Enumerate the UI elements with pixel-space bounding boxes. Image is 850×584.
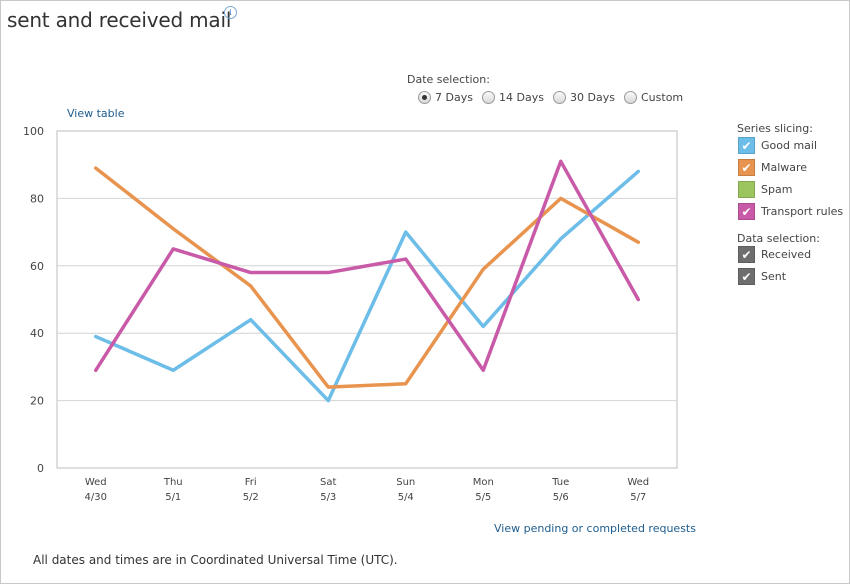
x-tick-label: 5/6 bbox=[553, 492, 569, 503]
legend-sent[interactable]: ✔ Sent bbox=[738, 268, 786, 285]
series-line-malware bbox=[94, 166, 640, 389]
x-tick-label: 5/1 bbox=[165, 492, 181, 503]
series-slicing-label: Series slicing: bbox=[737, 122, 813, 135]
radio-14-days[interactable]: 14 Days bbox=[482, 91, 544, 104]
timezone-note: All dates and times are in Coordinated U… bbox=[33, 553, 398, 567]
legend-good-mail[interactable]: ✔ Good mail bbox=[738, 137, 817, 154]
y-tick-label: 20 bbox=[30, 395, 44, 408]
radio-label: 14 Days bbox=[499, 91, 544, 104]
x-tick-label: Wed bbox=[627, 477, 649, 488]
series-line-good-mail bbox=[94, 169, 640, 403]
radio-label: Custom bbox=[641, 91, 684, 104]
page-title: sent and received mail bbox=[7, 8, 232, 32]
x-tick-label: Sat bbox=[320, 477, 336, 488]
legend-label: Good mail bbox=[761, 139, 818, 152]
view-table-link[interactable]: View table bbox=[67, 107, 125, 120]
legend-malware[interactable]: ✔ Malware bbox=[738, 159, 807, 176]
x-tick-label: Fri bbox=[245, 477, 257, 488]
legend-spam[interactable]: Spam bbox=[738, 181, 792, 198]
x-tick-label: 5/5 bbox=[475, 492, 491, 503]
checkbox-checked-icon[interactable]: ✔ bbox=[738, 268, 755, 285]
legend-received[interactable]: ✔ Received bbox=[738, 246, 811, 263]
checkbox-checked-icon[interactable]: ✔ bbox=[738, 159, 755, 176]
checkbox-checked-icon[interactable]: ✔ bbox=[738, 137, 755, 154]
legend-label: Malware bbox=[761, 161, 808, 174]
legend-label: Transport rules bbox=[761, 205, 844, 218]
radio-label: 30 Days bbox=[570, 91, 615, 104]
series-line-transport-rules bbox=[94, 159, 640, 373]
legend-label: Received bbox=[761, 248, 812, 261]
x-tick-label: 5/7 bbox=[630, 492, 646, 503]
x-tick-label: Thu bbox=[163, 477, 183, 488]
legend-label: Sent bbox=[761, 270, 787, 283]
x-tick-label: 5/3 bbox=[320, 492, 336, 503]
radio-button[interactable] bbox=[482, 91, 495, 104]
checkbox-unchecked-icon[interactable] bbox=[738, 181, 755, 198]
x-tick-label: Wed bbox=[85, 477, 107, 488]
radio-button[interactable] bbox=[624, 91, 637, 104]
data-selection-label: Data selection: bbox=[737, 232, 820, 245]
legend-transport-rules[interactable]: ✔ Transport rules bbox=[738, 203, 843, 220]
x-tick-label: 5/4 bbox=[398, 492, 414, 503]
radio-button[interactable] bbox=[553, 91, 566, 104]
plot-area-border bbox=[56, 130, 678, 469]
checkbox-checked-icon[interactable]: ✔ bbox=[738, 203, 755, 220]
info-icon[interactable]: i bbox=[224, 6, 237, 19]
x-tick-label: Mon bbox=[473, 477, 494, 488]
x-tick-label: Tue bbox=[551, 477, 569, 488]
y-tick-label: 60 bbox=[30, 260, 44, 273]
x-tick-label: 4/30 bbox=[85, 492, 107, 503]
date-selection-label: Date selection: bbox=[407, 73, 490, 86]
y-tick-label: 40 bbox=[30, 327, 44, 340]
radio-button-checked[interactable] bbox=[418, 91, 431, 104]
radio-label: 7 Days bbox=[435, 91, 473, 104]
radio-30-days[interactable]: 30 Days bbox=[553, 91, 615, 104]
legend-label: Spam bbox=[761, 183, 793, 196]
checkbox-checked-icon[interactable]: ✔ bbox=[738, 246, 755, 263]
view-pending-requests-link[interactable]: View pending or completed requests bbox=[494, 522, 696, 535]
x-tick-label: Sun bbox=[396, 477, 415, 488]
radio-custom[interactable]: Custom bbox=[624, 91, 683, 104]
x-tick-label: 5/2 bbox=[243, 492, 259, 503]
y-tick-label: 0 bbox=[37, 462, 44, 475]
radio-7-days[interactable]: 7 Days bbox=[418, 91, 473, 104]
y-tick-label: 100 bbox=[23, 125, 44, 138]
y-tick-label: 80 bbox=[30, 192, 44, 205]
